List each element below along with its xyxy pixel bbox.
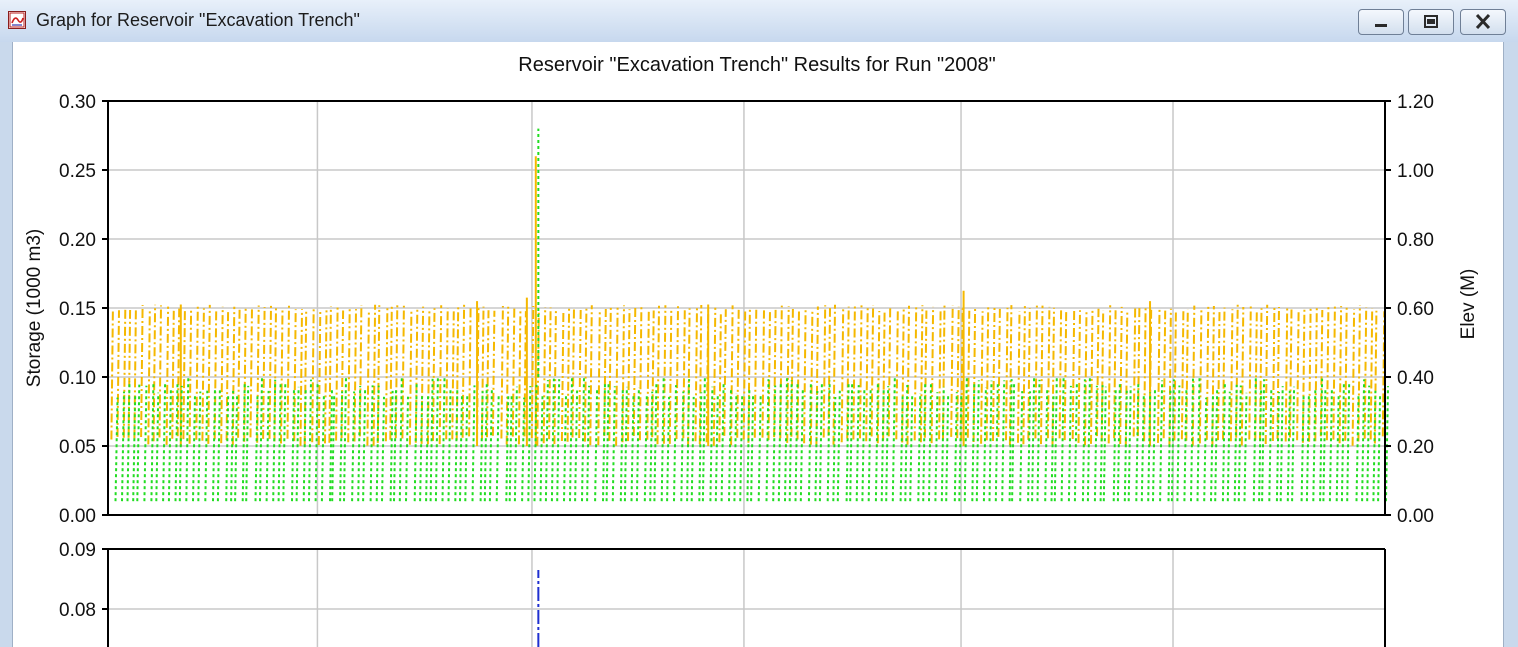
y-tick-label: 0.25 xyxy=(59,161,96,182)
chart-title: Reservoir "Excavation Trench" Results fo… xyxy=(518,54,996,76)
y-tick-label: 0.08 xyxy=(59,600,96,621)
close-icon xyxy=(1475,13,1491,30)
minimize-button[interactable] xyxy=(1358,9,1404,35)
y-tick-label: 0.05 xyxy=(59,437,96,458)
graph-canvas-area xyxy=(12,42,1504,647)
y2-tick-label: 0.00 xyxy=(1397,506,1434,527)
y-axis-label: Storage (1000 m3) xyxy=(24,229,45,387)
y-tick-label: 0.15 xyxy=(59,299,96,320)
title-bar[interactable]: Graph for Reservoir "Excavation Trench" xyxy=(0,0,1518,42)
y2-axis-label: Elev (M) xyxy=(1458,269,1479,340)
y-tick-label: 0.09 xyxy=(59,540,96,561)
y-tick-label: 0.10 xyxy=(59,368,96,389)
y2-tick-label: 0.80 xyxy=(1397,230,1434,251)
y2-tick-label: 1.20 xyxy=(1397,92,1434,113)
window-title: Graph for Reservoir "Excavation Trench" xyxy=(36,10,360,30)
close-button[interactable] xyxy=(1460,9,1506,35)
series-storage xyxy=(114,128,1389,502)
restore-icon xyxy=(1424,15,1438,28)
restore-button[interactable] xyxy=(1408,9,1454,35)
y2-tick-label: 0.20 xyxy=(1397,437,1434,458)
elevation-series-line xyxy=(110,304,1386,446)
y2-tick-label: 0.60 xyxy=(1397,299,1434,320)
y2-tick-label: 0.40 xyxy=(1397,368,1434,389)
storage-series-line xyxy=(114,376,1389,502)
outflow-plot: 0.08 0.09 xyxy=(59,540,1386,647)
y-tick-label: 0.00 xyxy=(59,506,96,527)
y-tick-label: 0.20 xyxy=(59,230,96,251)
minimize-icon xyxy=(1375,24,1387,27)
graph-app-icon[interactable] xyxy=(8,11,26,29)
storage-elevation-plot: 0.00 0.05 0.10 0.15 0.20 0.25 0.30 0.00 0.20 0.40… xyxy=(24,92,1479,527)
y2-tick-label: 1.00 xyxy=(1397,161,1434,182)
y-tick-label: 0.30 xyxy=(59,92,96,113)
